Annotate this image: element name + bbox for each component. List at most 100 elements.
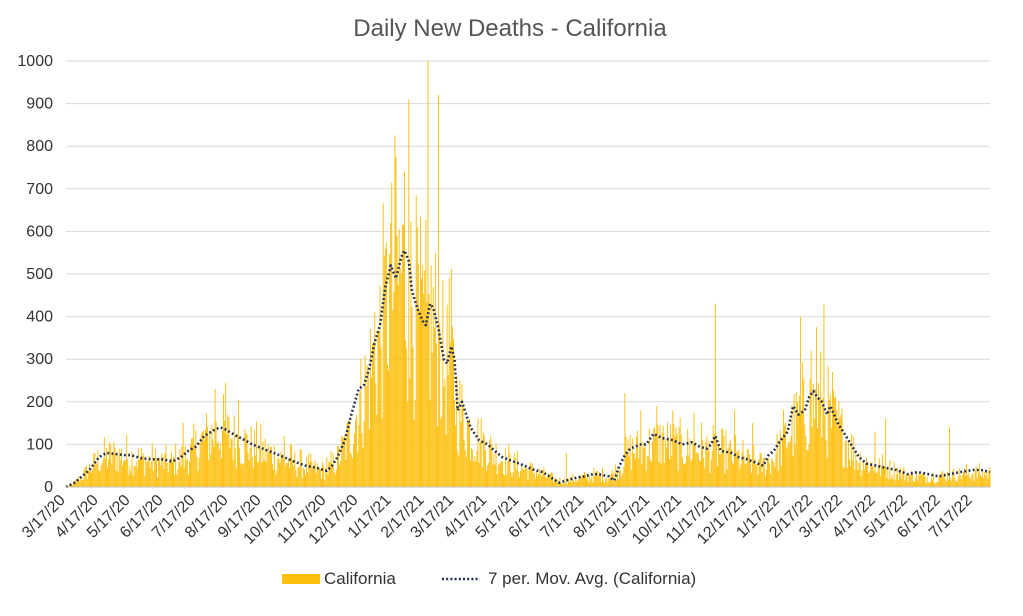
bar — [950, 478, 951, 487]
bar — [606, 478, 607, 487]
bar — [537, 476, 538, 487]
bar — [486, 471, 487, 487]
bar — [418, 263, 419, 487]
bar — [108, 459, 109, 487]
bar — [97, 450, 98, 487]
bar — [267, 452, 268, 487]
bar — [162, 457, 163, 487]
bar — [878, 465, 879, 487]
bar — [852, 460, 853, 487]
bar — [422, 265, 423, 487]
bar — [937, 482, 938, 487]
bar — [185, 446, 186, 487]
bar — [433, 287, 434, 487]
bar — [431, 265, 432, 487]
bar — [226, 434, 227, 487]
bar — [787, 446, 788, 487]
bar — [979, 463, 980, 487]
bar — [502, 462, 503, 487]
bar — [394, 135, 395, 487]
bar — [586, 479, 587, 487]
bar — [656, 406, 657, 487]
bar — [693, 443, 694, 487]
bar — [854, 470, 855, 487]
bar — [306, 457, 307, 487]
bar — [322, 462, 323, 487]
bar — [931, 477, 932, 487]
bar — [592, 482, 593, 487]
bar — [209, 433, 210, 487]
bar — [769, 463, 770, 487]
bar — [882, 454, 883, 487]
bar — [88, 471, 89, 487]
bar — [744, 456, 745, 487]
bar — [310, 454, 311, 487]
bar — [352, 458, 353, 487]
bar — [405, 340, 406, 487]
bar — [761, 453, 762, 487]
bar — [150, 468, 151, 487]
bar — [360, 359, 361, 487]
bar — [485, 450, 486, 487]
bar — [653, 429, 654, 487]
bar — [607, 482, 608, 487]
bar — [441, 416, 442, 487]
bar — [386, 243, 387, 487]
bar — [899, 471, 900, 487]
bar — [561, 482, 562, 487]
bar — [276, 471, 277, 487]
bar — [805, 436, 806, 487]
bar — [680, 418, 681, 487]
bar — [297, 477, 298, 487]
bar — [707, 451, 708, 487]
bar — [928, 482, 929, 487]
bar — [374, 312, 375, 487]
bar — [601, 482, 602, 487]
bar — [909, 474, 910, 487]
bar — [726, 430, 727, 487]
bar — [182, 446, 183, 487]
bar — [595, 475, 596, 487]
bar — [801, 413, 802, 487]
bar — [260, 424, 261, 487]
bar — [782, 437, 783, 487]
bar — [193, 423, 194, 487]
bar — [703, 458, 704, 487]
bar — [257, 462, 258, 487]
bar — [126, 435, 127, 487]
bar — [747, 449, 748, 487]
bar — [493, 453, 494, 487]
y-tick-label: 700 — [26, 181, 53, 198]
bar — [618, 479, 619, 487]
bar — [120, 460, 121, 487]
bar — [504, 475, 505, 487]
bar — [535, 478, 536, 487]
bar — [913, 481, 914, 487]
bar — [865, 462, 866, 487]
bar — [951, 481, 952, 487]
bar — [503, 474, 504, 487]
bar — [768, 458, 769, 487]
bar — [153, 471, 154, 487]
bar — [284, 436, 285, 487]
bar — [536, 471, 537, 487]
bar — [177, 469, 178, 487]
bar — [473, 461, 474, 487]
bar — [645, 445, 646, 487]
bar — [689, 438, 690, 487]
bar — [835, 397, 836, 487]
bar — [496, 443, 497, 487]
bar — [625, 437, 626, 487]
bar — [529, 468, 530, 487]
bar — [462, 384, 463, 487]
bar — [884, 467, 885, 487]
bar — [582, 476, 583, 487]
bar — [498, 465, 499, 487]
bar — [341, 436, 342, 487]
bar — [425, 220, 426, 487]
bar — [833, 390, 834, 487]
bar — [143, 453, 144, 487]
bar — [623, 467, 624, 487]
